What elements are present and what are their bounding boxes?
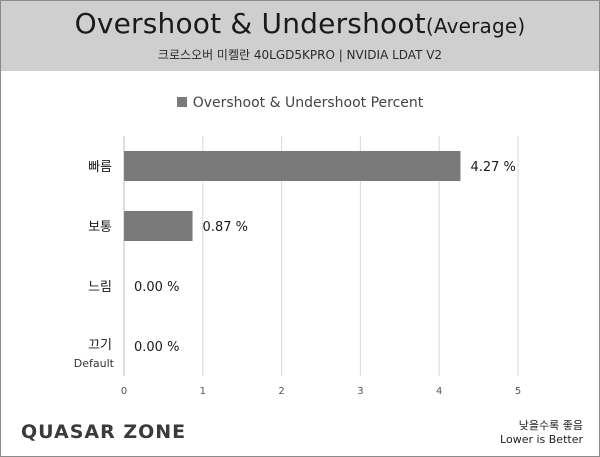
chart-subtitle: 크로스오버 미켈란 40LGD5KPRO | NVIDIA LDAT V2 xyxy=(157,48,443,62)
category-label-2: 느림 xyxy=(88,280,112,295)
category-label-1: 보통 xyxy=(88,220,112,235)
chart-title-main: Overshoot & Undershoot xyxy=(74,7,426,40)
value-label-0: 4.27 % xyxy=(470,160,515,175)
x-tick-label-3: 3 xyxy=(357,386,363,397)
value-label-3: 0.00 % xyxy=(134,340,179,355)
category-sublabel-3: Default xyxy=(74,357,115,370)
note-korean: 낮을수록 좋음 xyxy=(518,419,583,432)
x-tick-label-4: 4 xyxy=(436,386,442,397)
note-english: Lower is Better xyxy=(500,433,583,446)
chart-title-suffix: (Average) xyxy=(425,14,526,38)
x-tick-label-5: 5 xyxy=(515,386,521,397)
chart-header: Overshoot & Undershoot(Average) 크로스오버 미켈… xyxy=(1,1,599,71)
bar-0 xyxy=(124,151,461,181)
x-tick-label-1: 1 xyxy=(200,386,206,397)
value-label-1: 0.87 % xyxy=(203,220,248,235)
lower-is-better-note: 낮을수록 좋음 Lower is Better xyxy=(500,419,583,447)
category-label-0: 빠름 xyxy=(88,160,112,175)
bar-1 xyxy=(124,211,193,241)
category-label-3: 끄기 xyxy=(88,338,112,353)
value-label-2: 0.00 % xyxy=(134,280,179,295)
legend-swatch xyxy=(176,97,187,107)
chart-title: Overshoot & Undershoot(Average) xyxy=(1,7,599,40)
quasarzone-logo: QUASAR ZONE xyxy=(21,421,187,443)
x-tick-label-0: 0 xyxy=(121,386,127,397)
x-tick-label-2: 2 xyxy=(278,386,284,397)
legend-label: Overshoot & Undershoot Percent xyxy=(192,95,424,111)
chart-legend: Overshoot & Undershoot Percent xyxy=(1,95,599,111)
